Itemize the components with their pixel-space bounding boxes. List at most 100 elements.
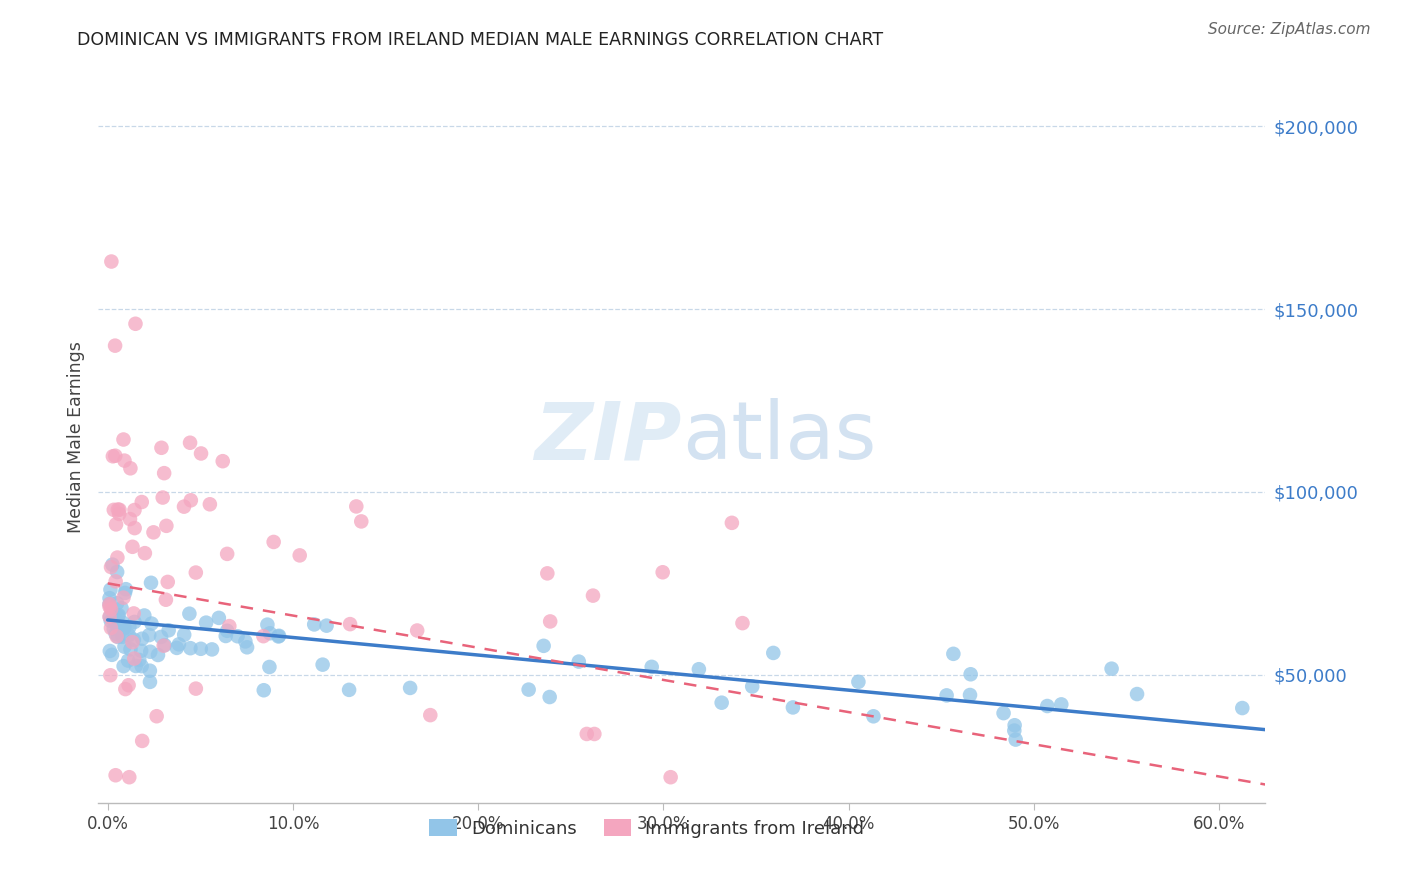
Point: [100, 254, 122, 268]
Point: [129, 644, 152, 658]
Point: [117, 654, 139, 668]
Point: [533, 639, 555, 653]
Point: [104, 338, 127, 352]
Point: [134, 608, 156, 623]
Point: [942, 647, 965, 661]
Point: [1101, 662, 1123, 676]
Point: [267, 630, 290, 644]
Point: [100, 582, 122, 597]
Point: [311, 657, 333, 672]
Point: [1004, 718, 1026, 732]
Point: [101, 450, 124, 464]
Point: [117, 678, 139, 692]
Point: [226, 629, 249, 643]
Point: [104, 449, 127, 463]
Point: [112, 433, 135, 447]
Point: [100, 560, 122, 574]
Point: [406, 624, 429, 638]
Point: [201, 642, 224, 657]
Point: [350, 515, 373, 529]
Point: [107, 608, 129, 623]
Point: [108, 502, 131, 516]
Point: [121, 540, 143, 554]
Point: [152, 491, 174, 505]
Point: [155, 592, 177, 607]
Point: [259, 626, 281, 640]
Point: [399, 681, 422, 695]
Point: [111, 615, 134, 630]
Point: [536, 566, 558, 581]
Point: [105, 616, 128, 631]
Point: [848, 674, 870, 689]
Point: [98, 610, 121, 624]
Point: [114, 453, 136, 467]
Point: [344, 500, 367, 514]
Point: [118, 620, 141, 634]
Point: [100, 602, 122, 616]
Point: [131, 659, 153, 673]
Point: [146, 648, 169, 662]
Point: [100, 614, 122, 628]
Point: [568, 655, 591, 669]
Point: [108, 507, 131, 521]
Point: [180, 493, 202, 508]
Point: [110, 601, 132, 615]
Point: [105, 565, 128, 579]
Point: [252, 629, 274, 643]
Point: [103, 503, 125, 517]
Point: [184, 566, 207, 580]
Point: [253, 683, 276, 698]
Point: [173, 628, 195, 642]
Point: [118, 628, 141, 642]
Point: [256, 617, 278, 632]
Point: [167, 637, 190, 651]
Point: [124, 521, 146, 535]
Point: [211, 454, 233, 468]
Point: [125, 659, 148, 673]
Point: [105, 618, 128, 632]
Point: [302, 617, 325, 632]
Point: [105, 550, 128, 565]
Point: [114, 620, 136, 634]
Point: [721, 516, 744, 530]
Point: [195, 615, 218, 630]
Point: [659, 770, 682, 784]
Point: [198, 497, 221, 511]
Point: [98, 597, 121, 611]
Point: [107, 630, 129, 644]
Point: [935, 689, 957, 703]
Legend: Dominicans, Immigrants from Ireland: Dominicans, Immigrants from Ireland: [422, 813, 872, 845]
Point: [762, 646, 785, 660]
Point: [105, 517, 128, 532]
Point: [173, 500, 195, 514]
Point: [339, 617, 361, 632]
Point: [98, 609, 121, 624]
Point: [217, 547, 239, 561]
Point: [152, 639, 174, 653]
Point: [131, 632, 153, 646]
Point: [98, 591, 121, 606]
Point: [118, 770, 141, 784]
Point: [419, 708, 441, 723]
Point: [179, 641, 201, 656]
Point: [107, 609, 129, 624]
Point: [179, 607, 201, 621]
Point: [120, 461, 142, 475]
Point: [120, 642, 142, 657]
Point: [122, 632, 145, 647]
Point: [128, 653, 150, 667]
Point: [104, 612, 127, 626]
Point: [104, 768, 127, 782]
Point: [103, 622, 125, 636]
Point: [538, 690, 561, 704]
Point: [959, 688, 981, 702]
Point: [582, 589, 605, 603]
Point: [111, 630, 134, 644]
Point: [157, 624, 180, 638]
Point: [112, 622, 135, 636]
Point: [105, 596, 128, 610]
Point: [1002, 723, 1025, 738]
Point: [583, 727, 606, 741]
Point: [105, 629, 128, 643]
Point: [538, 615, 561, 629]
